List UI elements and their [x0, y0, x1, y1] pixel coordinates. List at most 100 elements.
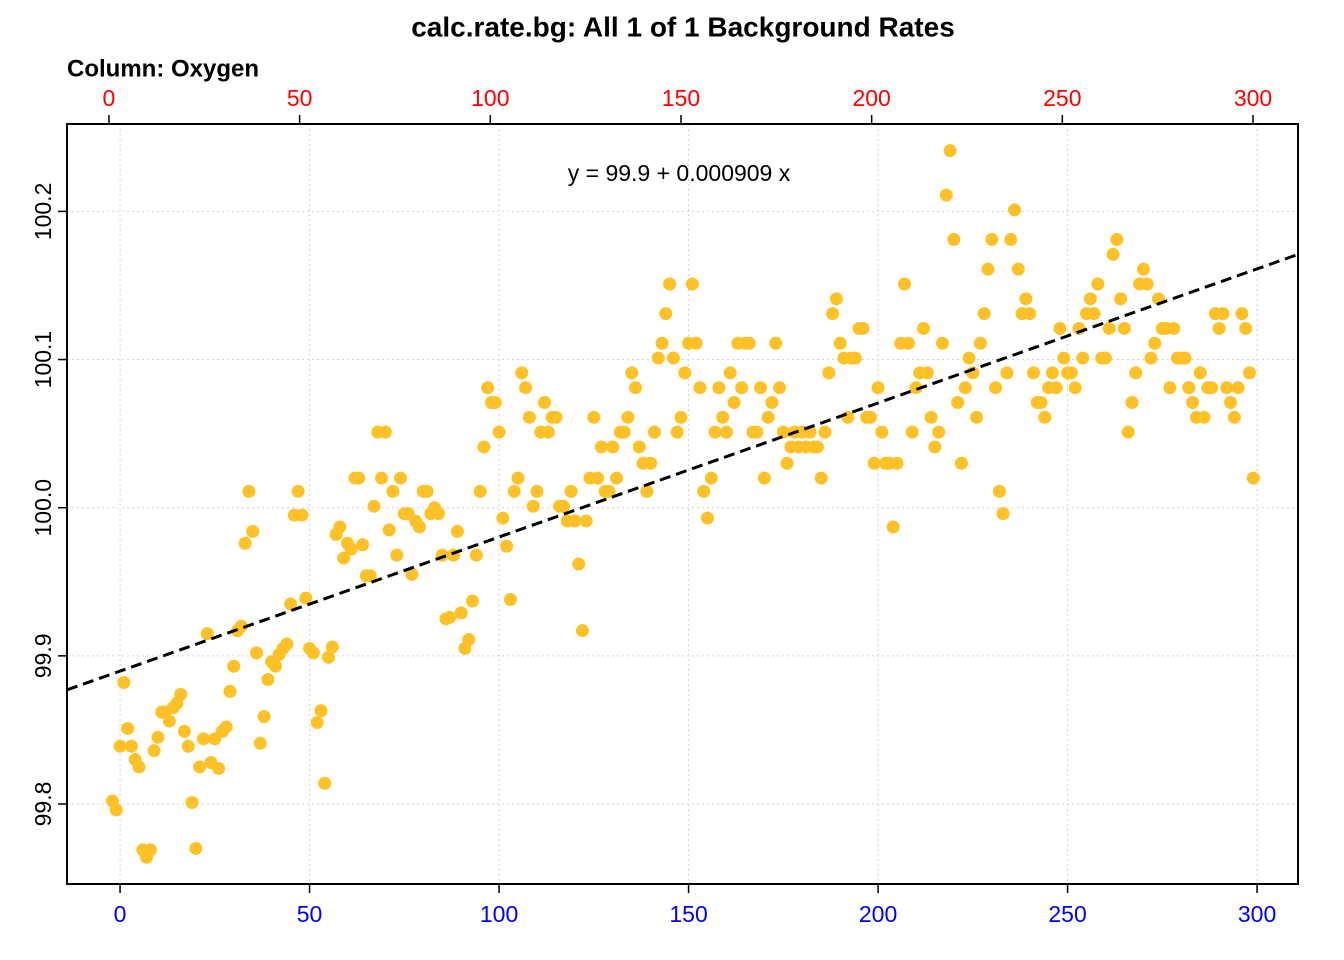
point	[1064, 366, 1078, 380]
x2-tick-label: 150	[662, 85, 700, 111]
point	[496, 511, 510, 525]
point	[1034, 396, 1048, 410]
point	[500, 539, 514, 553]
x-tick-label: 300	[1238, 901, 1276, 927]
point	[541, 425, 555, 439]
x2-tick-label: 250	[1043, 85, 1081, 111]
point	[378, 425, 392, 439]
point	[121, 721, 135, 735]
point	[242, 484, 256, 498]
point	[757, 471, 771, 485]
point	[924, 410, 938, 424]
point	[621, 410, 635, 424]
point	[1178, 351, 1192, 365]
point	[898, 277, 912, 291]
point	[935, 336, 949, 350]
point	[1136, 262, 1150, 276]
point	[826, 307, 840, 321]
point	[1053, 321, 1067, 335]
point	[1129, 366, 1143, 380]
point	[735, 381, 749, 395]
point	[1197, 410, 1211, 424]
y-tick-label: 100.2	[30, 183, 56, 241]
point	[162, 714, 176, 728]
y-tick-label: 100.1	[30, 331, 56, 389]
point	[1205, 381, 1219, 395]
point	[610, 471, 624, 485]
x2-tick-label: 50	[287, 85, 313, 111]
point	[647, 425, 661, 439]
point	[663, 277, 677, 291]
point	[462, 633, 476, 647]
point	[697, 484, 711, 498]
point	[977, 307, 991, 321]
points	[105, 144, 1260, 864]
point	[469, 548, 483, 562]
point	[454, 606, 468, 620]
point	[538, 396, 552, 410]
point	[1057, 351, 1071, 365]
point	[515, 366, 529, 380]
point	[655, 336, 669, 350]
point	[867, 456, 881, 470]
point	[954, 456, 968, 470]
point	[394, 471, 408, 485]
point	[466, 594, 480, 608]
point	[382, 523, 396, 537]
fit-equation: y = 99.9 + 0.000909 x	[568, 160, 791, 186]
point	[723, 366, 737, 380]
point	[1148, 336, 1162, 350]
point	[666, 351, 680, 365]
point	[640, 484, 654, 498]
point	[863, 410, 877, 424]
point	[109, 803, 123, 817]
point	[420, 484, 434, 498]
point	[814, 471, 828, 485]
point	[572, 557, 586, 571]
point	[776, 425, 790, 439]
x2-tick-label: 100	[471, 85, 509, 111]
point	[519, 381, 533, 395]
point	[856, 321, 870, 335]
point	[177, 724, 191, 738]
point	[450, 524, 464, 538]
y-tick-label: 99.8	[30, 782, 56, 827]
point	[503, 593, 517, 607]
point	[606, 440, 620, 454]
point	[124, 739, 138, 753]
point	[1083, 292, 1097, 306]
point	[575, 624, 589, 638]
point	[674, 410, 688, 424]
point	[769, 336, 783, 350]
point	[712, 381, 726, 395]
point	[708, 425, 722, 439]
point	[291, 484, 305, 498]
point	[992, 484, 1006, 498]
point	[727, 396, 741, 410]
point	[689, 336, 703, 350]
point	[363, 569, 377, 583]
point	[1076, 351, 1090, 365]
point	[928, 440, 942, 454]
point	[989, 381, 1003, 395]
point	[1114, 292, 1128, 306]
point	[693, 381, 707, 395]
point	[579, 514, 593, 528]
point	[886, 520, 900, 534]
point	[390, 548, 404, 562]
point	[530, 484, 544, 498]
point	[386, 484, 400, 498]
point	[200, 627, 214, 641]
point	[1227, 410, 1241, 424]
point	[625, 366, 639, 380]
point	[1246, 471, 1260, 485]
point	[310, 716, 324, 730]
point	[1212, 321, 1226, 335]
point	[284, 597, 298, 611]
point	[981, 262, 995, 276]
point	[1163, 381, 1177, 395]
point	[822, 366, 836, 380]
point	[602, 484, 616, 498]
y-tick-label: 99.9	[30, 633, 56, 678]
point	[295, 508, 309, 522]
